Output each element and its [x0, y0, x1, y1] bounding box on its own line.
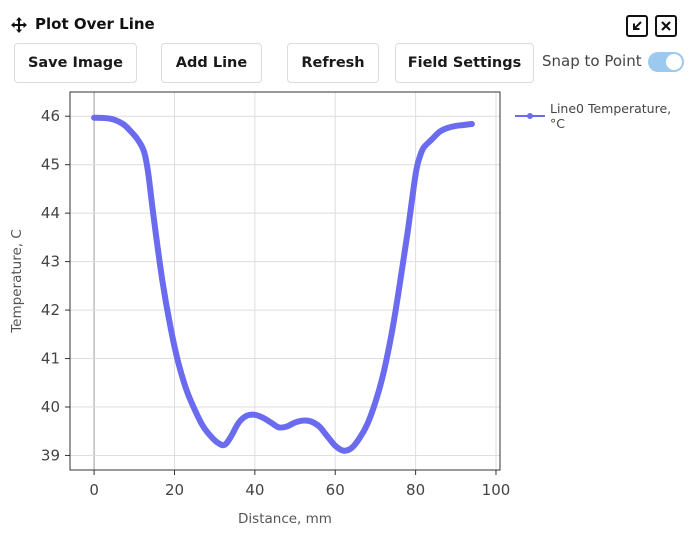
series-line-temperature — [91, 114, 475, 454]
y-tick-label: 41 — [41, 350, 60, 368]
add-line-button[interactable]: Add Line — [161, 43, 262, 83]
snap-to-point-label: Snap to Point — [542, 52, 642, 70]
x-axis-label: Distance, mm — [238, 511, 332, 527]
legend-entry: Line0 Temperature, °C — [550, 101, 671, 131]
snap-to-point-toggle[interactable] — [648, 52, 684, 72]
toggle-knob — [666, 54, 682, 70]
x-tick-label: 0 — [89, 481, 99, 499]
y-tick-label: 39 — [41, 446, 60, 464]
plot-frame — [69, 91, 501, 471]
panel-header: Plot Over Line — [0, 0, 689, 44]
move-icon[interactable] — [10, 16, 28, 34]
axis-ticks: 0 20 40 60 80 100 39 40 41 42 43 44 45 46 — [41, 107, 510, 499]
x-tick-label: 40 — [245, 481, 264, 499]
close-button[interactable] — [655, 15, 677, 37]
collapse-icon — [633, 21, 642, 30]
y-tick-label: 46 — [41, 107, 60, 125]
collapse-button[interactable] — [626, 15, 648, 37]
y-tick-label: 42 — [41, 301, 60, 319]
y-tick-label: 43 — [41, 253, 60, 271]
y-axis-label: Temperature, C — [9, 229, 25, 334]
chart-grid — [70, 92, 500, 470]
x-tick-label: 80 — [406, 481, 425, 499]
x-tick-label: 60 — [326, 481, 345, 499]
close-icon — [661, 21, 671, 31]
field-settings-button[interactable]: Field Settings — [395, 43, 534, 83]
panel-title: Plot Over Line — [35, 15, 155, 33]
y-tick-label: 44 — [41, 204, 60, 222]
y-tick-label: 45 — [41, 156, 60, 174]
x-tick-label: 20 — [165, 481, 184, 499]
x-tick-label: 100 — [482, 481, 511, 499]
legend-marker — [527, 113, 533, 119]
save-image-button[interactable]: Save Image — [14, 43, 137, 83]
chart-legend[interactable]: Line0 Temperature, °C — [515, 101, 671, 131]
y-tick-label: 40 — [41, 398, 60, 416]
refresh-button[interactable]: Refresh — [287, 43, 379, 83]
